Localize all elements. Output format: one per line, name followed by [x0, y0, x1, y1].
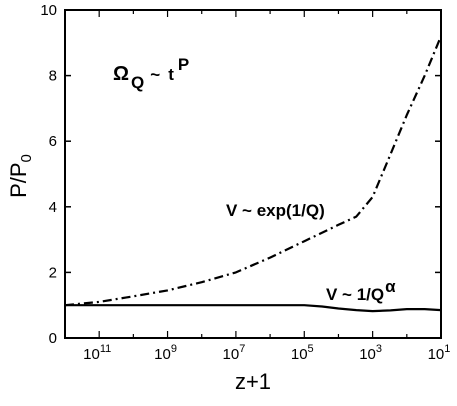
omega-annotation: Ω Q ~ tP [113, 55, 189, 92]
x-axis-label: z+1 [235, 369, 271, 394]
series-lines [64, 35, 443, 313]
y-tick-label: 2 [49, 264, 57, 281]
y-tick-label: 6 [49, 133, 57, 150]
x-tick-label: 103 [359, 343, 382, 363]
plot-frame [64, 9, 442, 339]
omega-sup: P [178, 55, 189, 74]
series-line-2 [65, 304, 442, 313]
y-axis-label-sub: 0 [18, 154, 35, 162]
omega-symbol: Ω [113, 63, 129, 85]
y-axis-label: P/P0 [6, 154, 35, 198]
omega-t: t [168, 65, 174, 84]
y-tick-label: 4 [49, 199, 57, 216]
y-tick-label: 8 [49, 68, 57, 85]
y-axis-label-main: P/P [6, 162, 31, 197]
power-label-main: V ~ 1/Q [326, 285, 384, 304]
omega-sub: Q [131, 73, 144, 92]
x-tick-label: 105 [291, 343, 314, 363]
y-tick-label: 0 [49, 330, 57, 347]
ticks: 0 2 4 6 8 10 1011 109 107 105 103 101 [40, 2, 450, 363]
y-tick-label: 10 [40, 2, 57, 19]
x-tick-label: 107 [223, 343, 246, 363]
series-line-1 [64, 35, 443, 307]
x-tick-label: 101 [428, 343, 451, 363]
x-tick-label: 1011 [83, 343, 111, 363]
power-label-sup: α [385, 277, 396, 296]
power-label: V ~ 1/Qα [326, 277, 396, 304]
exp-label: V ~ exp(1/Q) [226, 201, 325, 220]
omega-mid: ~ [150, 65, 160, 84]
x-tick-label: 109 [154, 343, 177, 363]
